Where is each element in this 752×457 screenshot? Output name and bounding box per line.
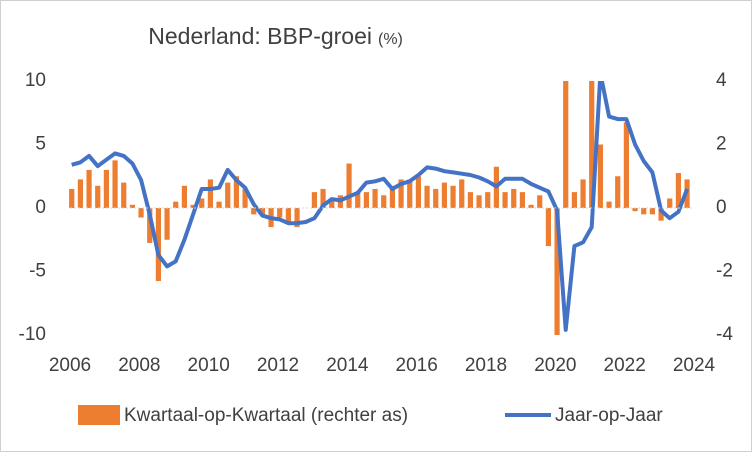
- bar: [597, 144, 603, 208]
- bar: [138, 208, 144, 218]
- bar: [623, 122, 629, 208]
- y-tick-label: 5: [35, 134, 46, 155]
- bar: [216, 201, 222, 208]
- x-tick-label: 2008: [118, 355, 160, 376]
- bar: [632, 208, 638, 212]
- y2-tick-label: 0: [716, 197, 727, 218]
- bar: [251, 208, 257, 215]
- bar: [580, 179, 586, 208]
- bar: [147, 208, 153, 243]
- bar: [311, 192, 317, 208]
- chart-title: Nederland: BBP-groei: [148, 23, 372, 49]
- bar: [415, 176, 421, 208]
- line: [71, 81, 689, 332]
- bar: [519, 192, 525, 208]
- bar: [545, 208, 551, 247]
- bar: [233, 176, 239, 208]
- bar: [164, 208, 170, 240]
- x-tick-label: 2018: [465, 355, 507, 376]
- legend-label: Kwartaal-op-Kwartaal (rechter as): [124, 405, 408, 426]
- plot-area: [69, 81, 690, 335]
- x-tick-label: 2012: [257, 355, 299, 376]
- y-tick-label: -10: [19, 324, 46, 345]
- bar: [389, 185, 395, 208]
- chart-title-unit: (%): [378, 31, 403, 48]
- bar: [658, 208, 664, 221]
- bar: [190, 204, 196, 208]
- bar: [554, 208, 560, 335]
- legend-swatch: [78, 405, 120, 425]
- bar: [667, 198, 673, 208]
- bar: [225, 182, 231, 208]
- bar: [563, 81, 569, 209]
- bar: [641, 208, 647, 215]
- bar: [320, 188, 326, 208]
- bar: [355, 192, 361, 208]
- bar: [129, 204, 135, 208]
- bar: [372, 188, 378, 208]
- bar: [571, 192, 577, 208]
- bar: [277, 208, 283, 218]
- bar: [242, 188, 248, 208]
- bar: [502, 192, 508, 208]
- bar: [173, 201, 179, 208]
- bar: [511, 188, 517, 208]
- y-tick-label: -5: [29, 261, 46, 282]
- bar: [450, 185, 456, 208]
- bar: [589, 81, 595, 208]
- x-tick-label: 2020: [534, 355, 576, 376]
- bar: [86, 169, 92, 208]
- bar: [112, 160, 118, 208]
- x-tick-label: 2010: [188, 355, 230, 376]
- bar: [103, 169, 109, 208]
- legend-label: Jaar-op-Jaar: [555, 405, 663, 426]
- bar: [259, 208, 265, 215]
- bar: [675, 173, 681, 208]
- bar: [467, 192, 473, 208]
- y2-tick-label: -2: [716, 261, 733, 282]
- bar: [459, 179, 465, 208]
- bar: [199, 198, 205, 208]
- x-tick-label: 2006: [49, 355, 91, 376]
- y2-tick-label: -4: [716, 324, 733, 345]
- bar: [615, 176, 621, 208]
- bar: [155, 208, 161, 282]
- bar: [207, 179, 213, 208]
- y2-tick-label: 2: [716, 134, 727, 155]
- bar: [485, 192, 491, 208]
- bar: [95, 185, 101, 208]
- bar: [537, 195, 543, 208]
- x-tick-label: 2014: [326, 355, 369, 376]
- y-tick-label: 10: [25, 70, 46, 91]
- bar: [398, 179, 404, 208]
- bar: [329, 198, 335, 208]
- bar: [77, 179, 83, 208]
- x-tick-label: 2016: [396, 355, 438, 376]
- bar: [528, 204, 534, 208]
- bar: [381, 195, 387, 208]
- bar: [433, 188, 439, 208]
- bar: [363, 192, 369, 208]
- bar: [69, 188, 75, 208]
- bar: [121, 182, 127, 208]
- bar: [285, 208, 291, 224]
- bar: [476, 195, 482, 208]
- bar: [181, 185, 187, 208]
- bar: [346, 163, 352, 208]
- y-tick-label: 0: [35, 197, 46, 218]
- bar: [424, 185, 430, 208]
- bar: [441, 182, 447, 208]
- x-tick-label: 2024: [673, 355, 716, 376]
- bar: [606, 201, 612, 208]
- bar: [407, 179, 413, 208]
- y2-tick-label: 4: [716, 70, 727, 91]
- bar: [649, 208, 655, 215]
- x-tick-label: 2022: [604, 355, 646, 376]
- bar: [294, 208, 300, 228]
